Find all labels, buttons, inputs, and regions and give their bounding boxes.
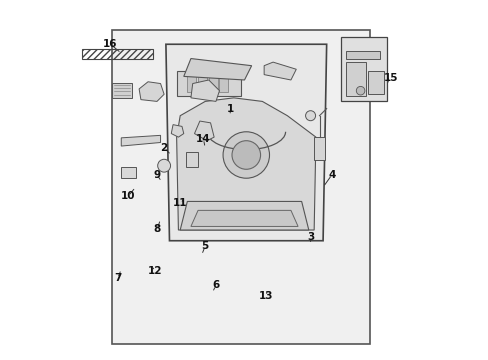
Polygon shape xyxy=(171,125,183,137)
Bar xyxy=(112,83,132,98)
Polygon shape xyxy=(139,82,164,102)
Text: 9: 9 xyxy=(153,170,160,180)
Bar xyxy=(112,30,369,344)
Circle shape xyxy=(223,132,269,178)
Text: 2: 2 xyxy=(160,143,167,153)
Text: 14: 14 xyxy=(196,134,210,144)
Text: 6: 6 xyxy=(212,280,219,291)
Polygon shape xyxy=(346,51,380,59)
Bar xyxy=(219,75,228,93)
Text: 16: 16 xyxy=(103,39,118,49)
Bar xyxy=(187,75,196,93)
Polygon shape xyxy=(183,59,251,80)
Bar xyxy=(340,37,386,102)
Bar xyxy=(198,75,206,93)
Bar xyxy=(367,71,383,94)
Polygon shape xyxy=(180,202,308,230)
Polygon shape xyxy=(121,135,160,146)
Text: 11: 11 xyxy=(173,198,187,208)
Text: 3: 3 xyxy=(306,232,314,242)
Bar xyxy=(176,71,241,96)
Polygon shape xyxy=(190,210,298,226)
Circle shape xyxy=(356,86,364,95)
Polygon shape xyxy=(264,62,296,80)
Polygon shape xyxy=(190,80,219,102)
Polygon shape xyxy=(194,121,214,141)
Polygon shape xyxy=(176,98,315,230)
Text: 1: 1 xyxy=(226,104,233,113)
Circle shape xyxy=(157,159,170,172)
Text: 5: 5 xyxy=(201,241,208,251)
Bar xyxy=(185,153,198,167)
Bar xyxy=(82,49,153,59)
Bar xyxy=(208,75,217,93)
Text: 8: 8 xyxy=(153,224,160,234)
Text: 13: 13 xyxy=(258,291,273,301)
Text: 10: 10 xyxy=(121,191,135,201)
Polygon shape xyxy=(165,44,326,241)
Text: 7: 7 xyxy=(114,273,121,283)
Circle shape xyxy=(231,141,260,169)
Text: 4: 4 xyxy=(327,170,335,180)
Text: 12: 12 xyxy=(148,266,162,276)
Bar xyxy=(346,62,365,96)
Bar xyxy=(313,137,324,160)
Circle shape xyxy=(305,111,315,121)
Bar xyxy=(121,167,135,178)
Text: 15: 15 xyxy=(383,73,397,83)
